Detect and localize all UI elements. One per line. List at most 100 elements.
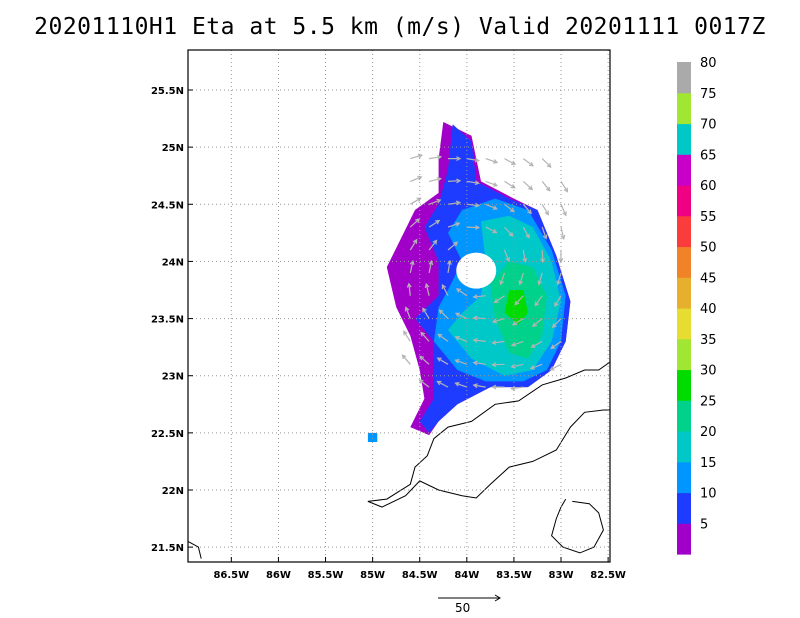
colorbar-swatch bbox=[677, 369, 691, 401]
wind-vector bbox=[438, 309, 449, 320]
colorbar-label: 30 bbox=[700, 364, 717, 379]
wind-patch-west bbox=[367, 432, 378, 442]
colorbar-label: 55 bbox=[700, 210, 717, 225]
colorbar-label: 50 bbox=[700, 241, 717, 256]
plot-content bbox=[188, 50, 610, 562]
colorbar-swatch bbox=[677, 277, 691, 309]
lat-tick-label: 25.5N bbox=[151, 86, 184, 97]
lon-tick-label: 85W bbox=[360, 570, 385, 581]
wind-vector bbox=[472, 383, 486, 389]
wind-vector bbox=[409, 197, 422, 205]
lon-tick-label: 83.5W bbox=[496, 570, 532, 581]
wind-vector bbox=[522, 180, 534, 191]
wind-vector bbox=[418, 379, 430, 388]
colorbar-swatch bbox=[677, 62, 691, 94]
wind-speed-field bbox=[367, 122, 571, 442]
chart-title: 20201110H1 Eta at 5.5 km (m/s) Valid 202… bbox=[34, 14, 766, 40]
lat-lon-grid bbox=[188, 50, 610, 562]
wind-vector bbox=[560, 181, 569, 193]
wind-vector bbox=[472, 337, 486, 343]
wind-vector bbox=[491, 384, 505, 390]
wind-vector bbox=[409, 218, 421, 228]
colorbar-swatch bbox=[677, 400, 691, 432]
wind-vector bbox=[455, 288, 468, 297]
wind-vector bbox=[419, 355, 430, 365]
colorbar-swatch bbox=[677, 123, 691, 155]
colorbar-swatch bbox=[677, 154, 691, 186]
colorbar-swatch bbox=[677, 461, 691, 494]
wind-vector bbox=[454, 382, 467, 388]
wind-vector bbox=[518, 272, 524, 286]
wind-vector bbox=[560, 226, 566, 241]
colorbar-label: 15 bbox=[700, 456, 717, 471]
wind-vector bbox=[550, 340, 562, 350]
wind-vector bbox=[504, 180, 516, 189]
lat-tick-label: 24.5N bbox=[151, 200, 184, 211]
coast-isla-juventud bbox=[551, 498, 604, 554]
wind-vector bbox=[447, 178, 462, 184]
wind-vector bbox=[422, 307, 430, 319]
wind-vector bbox=[406, 282, 412, 296]
colorbar-label: 80 bbox=[700, 56, 717, 71]
colorbar-swatch bbox=[677, 185, 691, 217]
lon-tick-label: 86.5W bbox=[213, 570, 249, 581]
coast-yucatan bbox=[188, 540, 202, 559]
storm-eye bbox=[456, 252, 497, 289]
wind-vector bbox=[466, 157, 480, 163]
wind-vector bbox=[540, 249, 546, 264]
colorbar-swatch bbox=[677, 431, 691, 463]
wind-vector bbox=[531, 318, 543, 327]
wind-vector bbox=[454, 312, 468, 320]
lon-tick-label: 82.5W bbox=[590, 570, 626, 581]
wind-vector bbox=[428, 259, 434, 274]
lat-tick-label: 24N bbox=[162, 257, 184, 268]
reference-arrow-head bbox=[494, 594, 501, 602]
colorbar-label: 35 bbox=[700, 333, 717, 348]
wind-vector bbox=[534, 295, 543, 307]
wind-vector bbox=[409, 238, 418, 251]
lon-tick-label: 84W bbox=[454, 570, 479, 581]
colorbar-label: 25 bbox=[700, 394, 717, 409]
colorbar-label: 10 bbox=[700, 487, 717, 502]
wind-vector bbox=[510, 340, 524, 347]
wind-vector bbox=[429, 154, 443, 160]
wind-vector bbox=[447, 222, 461, 228]
coast-western-cuba bbox=[367, 361, 610, 508]
wind-vector bbox=[485, 158, 499, 164]
wind-vector bbox=[401, 354, 411, 365]
lat-tick-label: 23.5N bbox=[151, 315, 184, 326]
wind-vector bbox=[441, 283, 449, 296]
wind-vector bbox=[504, 226, 514, 237]
wind-vector bbox=[472, 294, 486, 300]
wind-vector bbox=[447, 200, 462, 206]
colorbar-label: 40 bbox=[700, 302, 717, 317]
wind-vector bbox=[466, 224, 481, 230]
lon-tick-label: 86W bbox=[266, 570, 291, 581]
wind-vector bbox=[556, 272, 562, 286]
wind-vector bbox=[522, 249, 528, 264]
colorbar-swatch bbox=[677, 92, 691, 125]
wind-vector bbox=[424, 282, 430, 296]
wind-vector bbox=[537, 272, 543, 286]
colorbar-swatch bbox=[677, 246, 691, 278]
wind-vector bbox=[522, 158, 534, 167]
wind-vector bbox=[530, 340, 543, 348]
wind-vector bbox=[549, 363, 562, 371]
wind-vector bbox=[541, 226, 548, 240]
colorbar-label: 70 bbox=[700, 118, 717, 133]
wind-vector bbox=[466, 180, 480, 186]
wind-vector bbox=[522, 226, 530, 239]
wind-vector bbox=[472, 315, 486, 321]
colorbar-label: 65 bbox=[700, 148, 717, 163]
wind-vector bbox=[504, 203, 515, 213]
wind-vector bbox=[491, 318, 505, 324]
wind-vectors bbox=[401, 153, 569, 391]
wind-vector bbox=[541, 158, 552, 168]
wind-vector bbox=[403, 330, 411, 342]
wind-vector bbox=[448, 156, 462, 162]
wind-vector bbox=[454, 359, 468, 365]
wind-vector bbox=[436, 357, 449, 365]
wind-vector bbox=[454, 335, 468, 342]
wind-vector bbox=[485, 180, 499, 187]
